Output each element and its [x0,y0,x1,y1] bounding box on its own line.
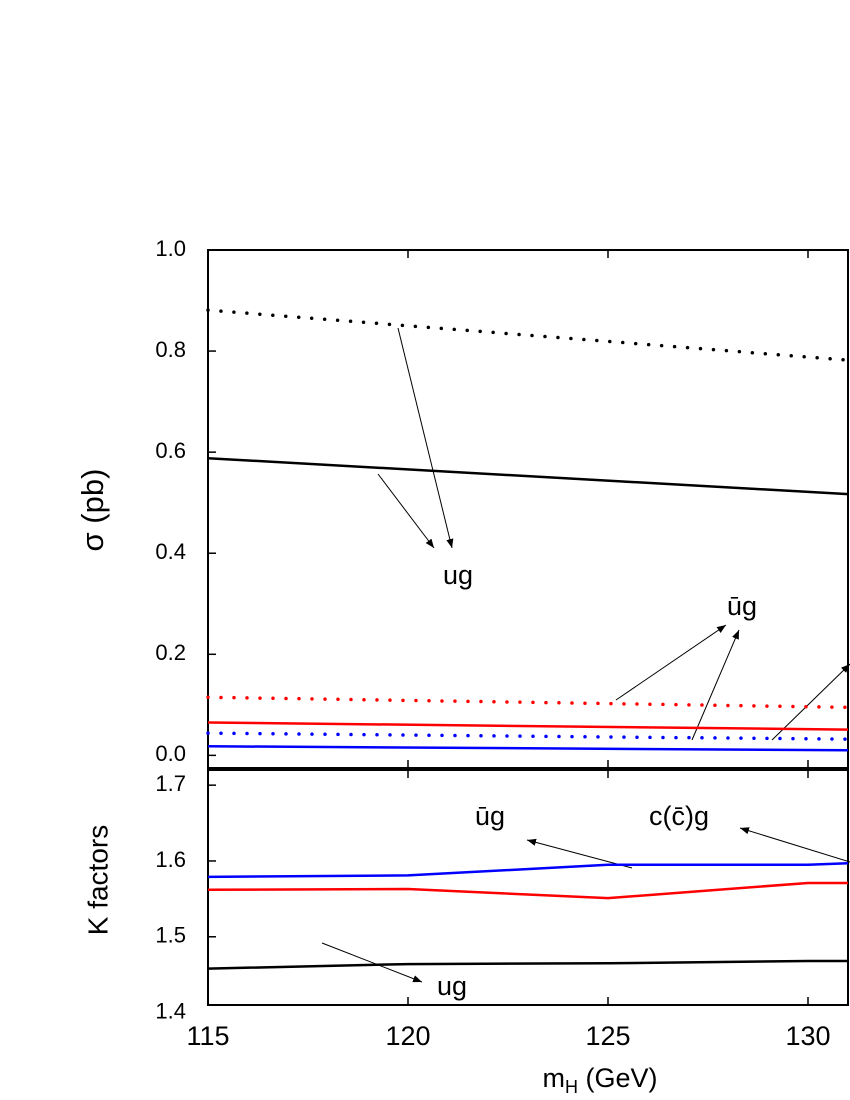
line-series [206,695,850,710]
annotation: ug [443,560,473,590]
y-tick-label: 1.7 [155,771,186,796]
y-tick-label: 0.4 [155,539,186,564]
x-tick-label: 115 [186,1021,229,1051]
arrows [321,327,850,983]
y-tick-label: 0.6 [155,438,186,463]
y-tick-label: 1.4 [155,998,186,1023]
line-series [207,721,849,731]
y-axis-label: σ (pb) [75,469,110,552]
line-series [207,861,849,879]
line-series [207,456,849,496]
y-tick-label: 0.0 [155,741,186,766]
annotation: ug [437,971,467,1001]
y-axis-label: K factors [82,825,113,935]
x-tick-label: 120 [385,1021,430,1051]
plot-frame [207,249,849,769]
annotation: ūg [475,801,505,831]
x-tick-label: 130 [785,1021,830,1051]
annotation: c(c̄)g [649,801,709,831]
line-series [206,308,850,362]
y-tick-label: 1.0 [155,236,186,261]
line-series [206,731,850,741]
y-tick-label: 0.8 [155,337,186,362]
y-tick-label: 0.2 [155,640,186,665]
line-series [207,959,848,970]
line-series [207,745,849,752]
y-tick-label: 1.5 [155,923,186,948]
y-tick-label: 1.6 [155,847,186,872]
plot-frame [207,769,849,1006]
x-axis-label: mH (GeV) [542,1063,657,1097]
line-series [207,881,848,900]
x-tick-label: 125 [585,1021,630,1051]
annotation: ūg [727,591,757,621]
